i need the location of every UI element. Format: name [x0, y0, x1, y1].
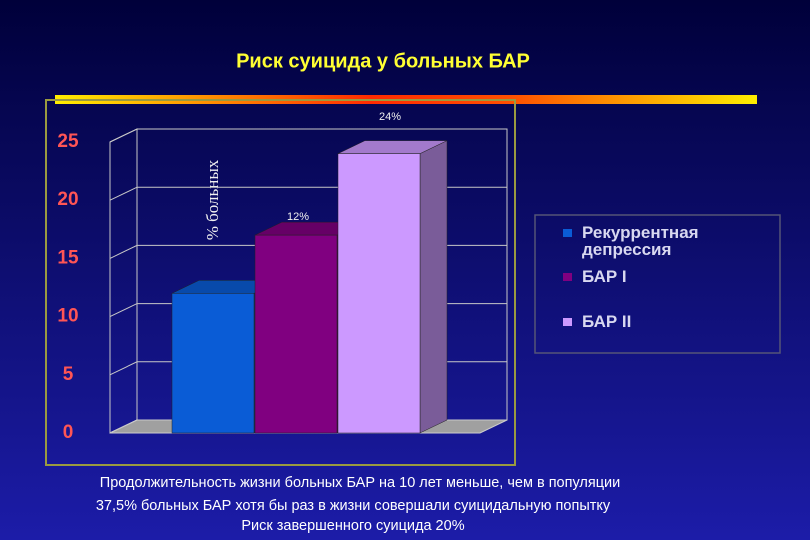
legend-label: БАР I	[582, 268, 627, 286]
plot-frame	[45, 99, 516, 466]
note: Продолжительность жизни больных БАР на 1…	[100, 475, 620, 491]
legend-label: БАР II	[582, 313, 632, 331]
note: Риск завершенного суицида 20%	[241, 518, 464, 534]
legend-swatch	[563, 273, 572, 281]
legend-label: Рекуррентная депрессия	[582, 224, 699, 259]
y-tick-label: 10	[57, 306, 78, 327]
note: 37,5% больных БАР хотя бы раз в жизни со…	[96, 498, 611, 514]
y-tick-label: 25	[57, 131, 79, 152]
value-label: 24%	[379, 111, 401, 123]
bar	[254, 234, 338, 434]
y-tick-label: 20	[57, 189, 78, 210]
notes: Продолжительность жизни больных БАР на 1…	[96, 475, 620, 534]
legend-box	[534, 214, 781, 354]
legend-entry: Рекуррентная депрессия	[582, 224, 699, 259]
legend-entry: БАР I	[582, 268, 627, 286]
y-tick-label: 5	[63, 364, 74, 385]
value-label: 12%	[287, 211, 309, 223]
legend-swatch	[563, 229, 572, 237]
bar	[337, 153, 421, 434]
y-tick-label: 0	[63, 422, 74, 443]
grid-line	[109, 128, 507, 143]
bar	[171, 293, 255, 434]
y-tick-label: 15	[57, 247, 79, 268]
bar-side	[419, 140, 448, 434]
legend-entry: БАР II	[582, 313, 632, 331]
chart-title: Риск суицида у больных БАР	[236, 50, 530, 72]
y-axis-label: % больных	[203, 159, 222, 240]
legend-swatch	[563, 318, 572, 326]
